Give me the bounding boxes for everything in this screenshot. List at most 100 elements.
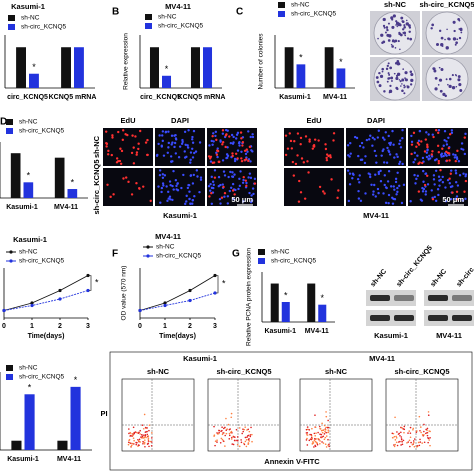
event [327,438,329,441]
event [314,437,316,440]
event [314,440,317,443]
nucleus [446,178,450,182]
nucleus [434,169,438,173]
nucleus [216,155,219,159]
edu-cell [454,159,457,163]
nucleus [464,197,467,201]
edu-cell [216,149,220,153]
event [325,435,328,437]
colony [441,45,444,47]
edu-cell [300,157,304,160]
event [327,431,330,433]
legend-swatch [258,258,265,264]
edu-cell [432,135,435,139]
nucleus [461,199,465,202]
event [323,433,326,435]
event [235,428,238,431]
column-label: sh-circ_KCNQ5 [419,0,474,9]
event [146,433,149,436]
nucleus [383,183,386,187]
nucleus [389,185,393,188]
nucleus [251,150,254,153]
nucleus [236,149,240,152]
event [224,426,226,429]
nucleus [417,139,421,143]
nucleus [384,186,388,189]
event [423,423,425,426]
x-axis-label: Time(days) [159,333,196,340]
nucleus [169,183,172,187]
nucleus [221,132,225,135]
event [393,444,395,446]
event [140,433,143,436]
micrograph [284,168,344,206]
colony [459,27,463,31]
event [311,427,313,430]
nucleus [162,154,166,157]
event [236,439,238,442]
nucleus [164,130,168,134]
nucleus [394,177,398,181]
nucleus [362,146,365,149]
bar [16,47,26,88]
event [318,425,321,428]
x-tick-label: Kasumi-1 [279,94,311,101]
colony [455,74,458,77]
edu-cell [211,134,214,138]
event [220,437,223,440]
colony [406,85,408,87]
nucleus [371,136,375,140]
nucleus [464,175,467,178]
colony [403,26,406,29]
bar [74,47,84,88]
nucleus [349,152,352,155]
nucleus [235,137,238,140]
blot-membrane [366,290,416,306]
legend-swatch [8,24,15,30]
legend-label: sh-circ_KCNQ5 [19,374,65,381]
edu-cell [302,161,306,164]
nucleus [455,181,458,184]
nucleus [377,191,380,195]
edu-cell [426,145,429,149]
edu-cell [464,179,468,183]
nucleus [233,159,237,163]
event [394,439,397,441]
nucleus [166,199,169,203]
nucleus [229,186,233,190]
edu-cell [286,147,290,150]
nucleus [219,183,222,187]
nucleus [422,180,425,183]
colony [401,83,403,85]
event [310,433,313,436]
nucleus [237,187,240,191]
nucleus [377,172,381,176]
edu-cell [417,190,421,193]
nucleus [396,186,399,190]
nucleus [217,175,221,179]
nucleus [441,181,445,184]
edu-cell [296,154,299,157]
nucleus [384,131,387,134]
colony [401,78,405,82]
event [316,438,318,440]
y-axis-label: Number of colonies [258,33,265,90]
group-label: Kasumi-1 [163,211,197,220]
colony [375,76,379,79]
edu-cell [121,138,125,142]
colony [388,89,393,94]
colony [385,26,389,29]
nucleus [230,133,234,137]
nucleus [460,142,464,145]
nucleus [161,139,164,143]
event [429,444,431,447]
colony [398,22,401,25]
event [413,445,416,448]
nucleus [367,138,371,141]
nucleus [198,190,201,194]
event [315,432,317,434]
nucleus [192,173,196,177]
nucleus [425,151,429,154]
event [412,428,414,431]
colony [458,19,461,22]
